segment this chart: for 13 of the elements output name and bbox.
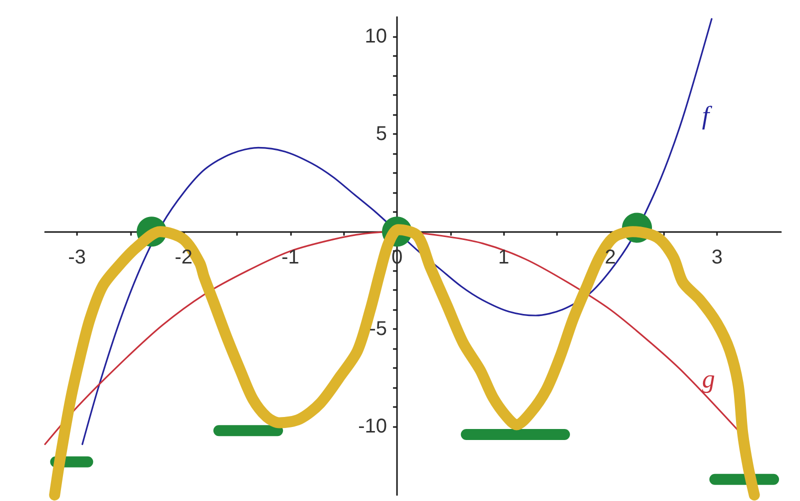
x-tick-label: 1 [498,246,510,269]
series-label: f [702,101,713,130]
x-tick-label: -1 [281,246,300,269]
x-tick-label: -3 [68,246,86,269]
y-tick-label: 10 [364,26,387,48]
x-tick-label: 3 [711,246,723,269]
x-tick-label: -2 [174,246,193,269]
y-tick-label: -5 [369,318,387,340]
x-tick-label: 2 [604,246,616,269]
y-tick-label: -10 [358,416,387,438]
y-tick-label: 5 [376,123,387,146]
series-label: g [702,364,715,394]
line-series [44,230,740,446]
